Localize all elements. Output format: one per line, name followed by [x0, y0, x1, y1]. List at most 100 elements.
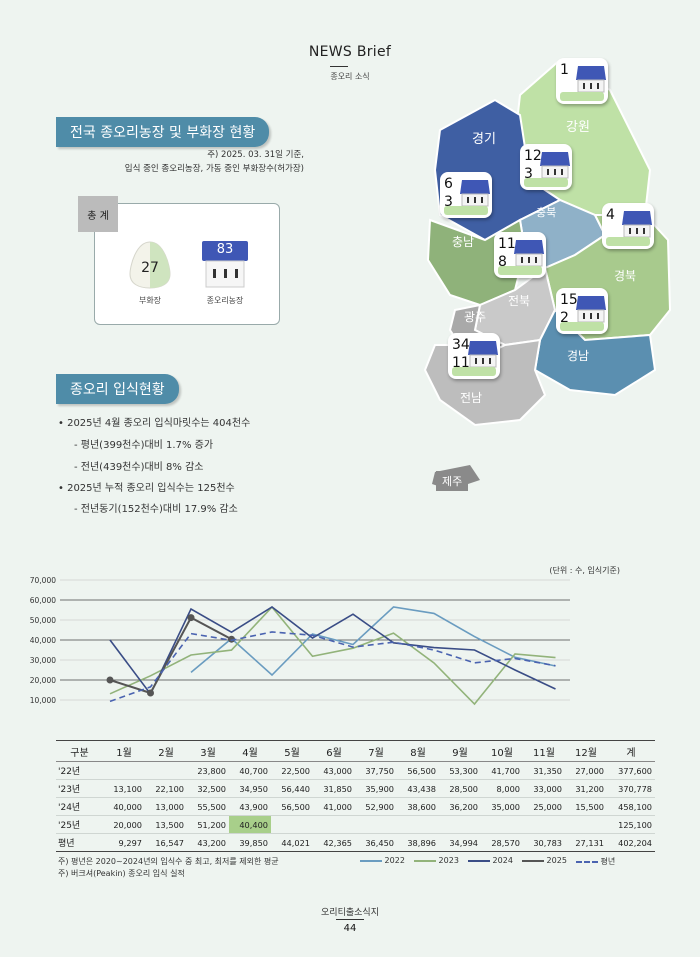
table-cell: 31,850 [313, 779, 355, 798]
table-cell [355, 815, 397, 834]
table-header-cell: 3월 [187, 740, 229, 762]
series-point-2025 [228, 635, 235, 643]
stocking-line-chart: 70,000 60,000 50,000 40,000 30,000 20,000 10,0… [30, 576, 570, 706]
table-header-cell: 8월 [397, 740, 439, 762]
table-cell: 31,350 [523, 761, 565, 780]
table-cell: 38,600 [397, 797, 439, 816]
y-tick-label: 70,000 [30, 576, 56, 585]
marker-house-icon [560, 296, 606, 331]
legend-label: 평년 [600, 857, 616, 866]
table-row: '25년 20,000 13,500 51,200 40,400 125,100 [56, 815, 655, 834]
marker-hatch-count: 11 [452, 355, 470, 371]
section-title-farm-status: 전국 종오리농장 및 부화장 현황 [56, 117, 270, 147]
table-cell: 35,000 [481, 797, 523, 816]
table-cell: 43,200 [187, 833, 229, 852]
table-cell: 22,100 [145, 779, 187, 798]
legend-item: 2022 [360, 856, 405, 865]
marker-farm-count: 15 [560, 292, 578, 308]
y-tick-label: 10,000 [30, 696, 56, 705]
table-cell: 40,000 [103, 797, 145, 816]
legend-item: 2023 [414, 856, 459, 865]
table-cell: 43,900 [229, 797, 271, 816]
legend-label: 2025 [546, 856, 567, 865]
page-number: 44 [343, 923, 357, 934]
map-marker-gangwon: 1 [556, 58, 608, 104]
series-line-4 [109, 631, 556, 703]
table-cell: 402,204 [607, 833, 655, 852]
table-row: 평년 9,297 16,547 43,200 39,850 44,021 42,365 36,… [56, 833, 655, 852]
table-cell: 35,900 [355, 779, 397, 798]
marker-house-icon [606, 211, 652, 246]
hatchery-count: 27 [141, 260, 159, 276]
egg-icon [129, 241, 171, 289]
series-point-2025 [147, 689, 154, 697]
marker-farm-count: 12 [524, 148, 542, 164]
map-marker-gyeongbuk: 4 [602, 203, 654, 249]
table-cell: 41,000 [313, 797, 355, 816]
bullet-2a: - 전년동기(152천수)대비 17.9% 감소 [74, 504, 238, 515]
table-cell: 30,783 [523, 833, 565, 852]
marker-hatch-count: 3 [444, 194, 453, 210]
legend-item: 평년 [576, 856, 615, 867]
marker-farm-count: 11 [498, 236, 516, 252]
marker-hatch-count: 3 [524, 166, 533, 182]
total-tag: 총 계 [78, 196, 118, 232]
marker-farm-count: 6 [444, 176, 453, 192]
table-cell: 13,100 [103, 779, 145, 798]
table-cell: 31,200 [565, 779, 607, 798]
table-cell: 458,100 [607, 797, 655, 816]
legend-label: 2024 [492, 856, 513, 865]
map-label-chungbuk: 충북 [536, 206, 557, 219]
table-cell: 53,300 [439, 761, 481, 780]
map-label-gangwon: 강원 [566, 120, 590, 135]
table-cell: 36,450 [355, 833, 397, 852]
marker-house-icon [452, 341, 498, 376]
map-label-gwangju: 광주 [464, 310, 487, 324]
table-cell: 39,850 [229, 833, 271, 852]
table-cell: 52,900 [355, 797, 397, 816]
legend-swatch [576, 860, 598, 863]
table-cell: 55,500 [187, 797, 229, 816]
table-cell: 56,500 [271, 797, 313, 816]
total-summary-box [94, 203, 280, 325]
legend-label: 2022 [384, 856, 405, 865]
series-line-0 [190, 606, 556, 677]
table-cell: 20,000 [103, 815, 145, 834]
table-header-cell: 10월 [481, 740, 523, 762]
table-cell: 40,400 [229, 815, 271, 834]
table-cell: 36,200 [439, 797, 481, 816]
table-cell: 370,778 [607, 779, 655, 798]
marker-farm-count: 34 [452, 337, 470, 353]
table-cell [523, 815, 565, 834]
map-label-jeonnam: 전남 [460, 391, 483, 405]
table-cell [313, 815, 355, 834]
page-header-subtitle: 종오리 소식 [330, 72, 370, 81]
table-cell: '25년 [56, 815, 103, 834]
table-row: '23년 13,100 22,100 32,500 34,950 56,440 31,850… [56, 779, 655, 798]
marker-farm-count: 1 [560, 62, 569, 78]
series-line-2 [109, 606, 556, 696]
chart-legend: 2022 2023 2024 2025 평년 [360, 856, 630, 870]
table-cell: 43,000 [313, 761, 355, 780]
hatchery-label: 부화장 [138, 296, 162, 305]
table-cell: 33,000 [523, 779, 565, 798]
table-cell: '22년 [56, 761, 103, 780]
table-cell: 34,950 [229, 779, 271, 798]
footer-divider [336, 919, 364, 920]
table-header-cell: 구분 [56, 740, 103, 762]
table-cell: '23년 [56, 779, 103, 798]
map-label-chungnam: 충남 [452, 235, 475, 249]
series-line-1 [109, 605, 556, 706]
legend-item: 2025 [522, 856, 567, 865]
table-header-cell: 6월 [313, 740, 355, 762]
map-marker-jeonbuk: 11 8 [494, 232, 546, 278]
korea-map [423, 58, 672, 490]
table-cell [481, 815, 523, 834]
status-note-line2: 입식 중인 종오리농장, 가동 중인 부화장수(허가장) [124, 164, 304, 174]
legend-label: 2023 [438, 856, 459, 865]
bullet-1a: - 평년(399천수)대비 1.7% 증가 [74, 440, 214, 451]
table-cell: 42,365 [313, 833, 355, 852]
table-header-cell: 9월 [439, 740, 481, 762]
y-tick-label: 50,000 [30, 616, 56, 625]
legend-item: 2024 [468, 856, 513, 865]
